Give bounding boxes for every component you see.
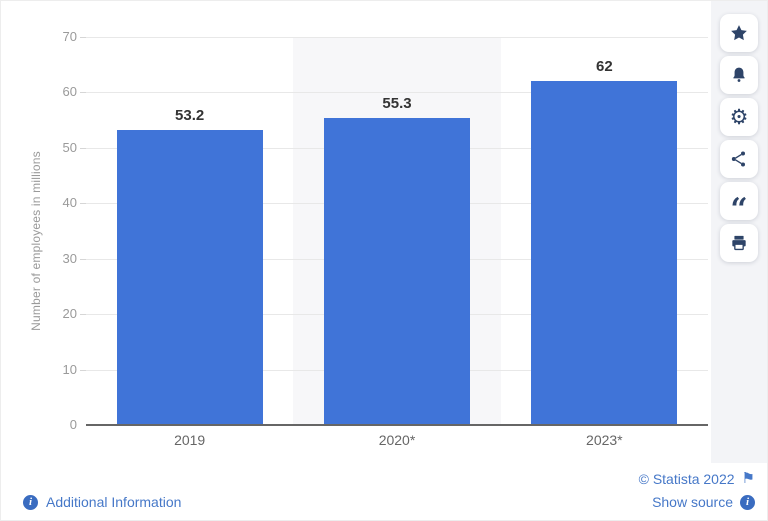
additional-information-link[interactable]: i Additional Information <box>23 494 181 510</box>
flag-icon: ⚑ <box>741 469 755 487</box>
x-axis-line <box>86 424 708 426</box>
y-tick-label: 40 <box>62 195 77 211</box>
gridline <box>86 92 708 94</box>
y-tick-mark <box>80 37 86 38</box>
printer-icon <box>729 233 749 253</box>
source-links: © Statista 2022 ⚑ Show source i <box>639 471 755 510</box>
y-tick-mark <box>80 92 86 94</box>
bar-2019[interactable] <box>116 130 263 425</box>
info-icon: i <box>740 494 755 510</box>
plot-area: 53.2 55.3 62 <box>86 37 708 425</box>
y-tick-mark <box>80 147 86 149</box>
toolbar-rail: ⚙ “ <box>711 1 767 463</box>
gridline <box>86 37 708 38</box>
y-tick-label: 10 <box>62 361 77 377</box>
y-tick-label: 60 <box>62 84 77 100</box>
statista-copyright-link[interactable]: © Statista 2022 ⚑ <box>638 469 755 488</box>
y-tick-mark <box>80 258 86 260</box>
x-tick-label: 2020* <box>378 432 416 448</box>
alerts-button[interactable] <box>720 56 758 94</box>
value-label: 53.2 <box>175 107 205 125</box>
value-label: 55.3 <box>382 95 412 113</box>
y-tick-mark <box>80 369 86 371</box>
y-tick-label: 50 <box>62 139 77 155</box>
gear-icon: ⚙ <box>729 105 749 129</box>
star-icon <box>729 23 749 43</box>
value-label: 62 <box>595 58 613 76</box>
show-source-link[interactable]: Show source i <box>652 494 755 510</box>
y-axis-title: Number of employees in millions <box>29 151 43 331</box>
info-icon: i <box>23 494 38 510</box>
bell-icon <box>729 65 749 85</box>
y-tick-label: 20 <box>62 306 77 322</box>
show-source-label: Show source <box>652 494 733 510</box>
y-tick-label: 0 <box>69 417 77 432</box>
favorite-button[interactable] <box>720 14 758 52</box>
y-tick-mark <box>80 314 86 316</box>
copyright-label: © Statista 2022 <box>638 471 735 487</box>
y-tick-mark <box>80 203 86 205</box>
quote-icon: “ <box>730 192 748 227</box>
y-tick-label: 30 <box>62 250 77 266</box>
additional-information-label: Additional Information <box>46 494 182 510</box>
y-tick-label: 70 <box>62 29 77 44</box>
bar-2023*[interactable] <box>531 81 678 425</box>
x-tick-label: 2019 <box>174 432 206 448</box>
share-button[interactable] <box>720 140 758 178</box>
x-tick-label: 2023* <box>586 432 623 448</box>
cite-button[interactable]: “ <box>720 182 758 227</box>
share-icon <box>729 149 749 169</box>
settings-button[interactable]: ⚙ <box>720 98 758 136</box>
print-button[interactable] <box>720 224 758 262</box>
bar-2020*[interactable] <box>324 118 470 425</box>
